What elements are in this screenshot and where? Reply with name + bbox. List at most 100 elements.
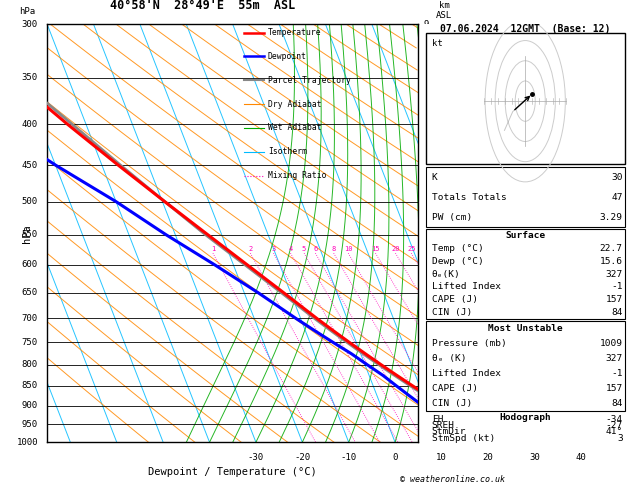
Text: 400: 400 [22, 120, 38, 129]
Text: K: K [431, 173, 438, 182]
Text: 30: 30 [529, 453, 540, 462]
Text: CAPE (J): CAPE (J) [431, 295, 478, 304]
Text: hPa: hPa [19, 7, 35, 16]
Text: 15: 15 [371, 246, 380, 252]
Text: 22.7: 22.7 [600, 244, 623, 253]
Text: 850: 850 [22, 382, 38, 390]
Text: 750: 750 [22, 338, 38, 347]
Text: -1: -1 [611, 369, 623, 378]
Bar [426, 33, 625, 164]
Text: 10: 10 [344, 246, 352, 252]
Text: 2: 2 [424, 338, 429, 347]
Text: Dewpoint: Dewpoint [268, 52, 307, 61]
Text: 600: 600 [22, 260, 38, 269]
Text: 20: 20 [482, 453, 493, 462]
Text: -20: -20 [294, 453, 310, 462]
Text: 15.6: 15.6 [600, 257, 623, 266]
Text: 6: 6 [313, 246, 318, 252]
Text: 327: 327 [606, 354, 623, 363]
Text: hPa: hPa [22, 224, 31, 243]
Text: Pressure (mb): Pressure (mb) [431, 339, 506, 348]
Text: 84: 84 [611, 308, 623, 317]
Text: 07.06.2024  12GMT  (Base: 12): 07.06.2024 12GMT (Base: 12) [440, 24, 610, 35]
Text: km
ASL: km ASL [436, 0, 452, 20]
Text: kt: kt [431, 39, 443, 48]
Text: 47: 47 [611, 192, 623, 202]
Text: 2: 2 [248, 246, 252, 252]
Text: -1: -1 [611, 282, 623, 292]
Text: 41°: 41° [606, 427, 623, 436]
Text: 4: 4 [289, 246, 292, 252]
Text: Lifted Index: Lifted Index [431, 369, 501, 378]
Text: -10: -10 [341, 453, 357, 462]
Text: θₑ (K): θₑ (K) [431, 354, 466, 363]
Text: Hodograph: Hodograph [499, 413, 551, 422]
Text: 500: 500 [22, 197, 38, 206]
Text: Mixing Ratio (g/kg): Mixing Ratio (g/kg) [440, 182, 448, 284]
Text: Totals Totals: Totals Totals [431, 192, 506, 202]
Text: 5: 5 [302, 246, 306, 252]
Text: 450: 450 [22, 160, 38, 170]
Text: CIN (J): CIN (J) [431, 399, 472, 408]
Text: Wet Adiabat: Wet Adiabat [268, 123, 321, 133]
Text: 1: 1 [424, 382, 429, 390]
Text: 157: 157 [606, 295, 623, 304]
Text: 157: 157 [606, 384, 623, 393]
Text: θₑ(K): θₑ(K) [431, 270, 460, 278]
Text: 350: 350 [22, 73, 38, 82]
Text: 40°58'N  28°49'E  55m  ASL: 40°58'N 28°49'E 55m ASL [111, 0, 296, 12]
Text: 4: 4 [424, 260, 429, 269]
Text: 3: 3 [271, 246, 276, 252]
Text: 700: 700 [22, 314, 38, 323]
Text: 1000: 1000 [16, 438, 38, 447]
Text: © weatheronline.co.uk: © weatheronline.co.uk [401, 475, 505, 484]
Text: 327: 327 [606, 270, 623, 278]
Text: 300: 300 [22, 20, 38, 29]
Bar [426, 229, 625, 319]
Text: 0: 0 [392, 453, 398, 462]
Text: 650: 650 [22, 288, 38, 297]
Text: Lifted Index: Lifted Index [431, 282, 501, 292]
Text: -34: -34 [606, 415, 623, 424]
Text: Mixing Ratio: Mixing Ratio [268, 171, 326, 180]
Text: Dewp (°C): Dewp (°C) [431, 257, 484, 266]
Text: 8: 8 [331, 246, 336, 252]
Text: Temp (°C): Temp (°C) [431, 244, 484, 253]
Text: 25: 25 [407, 246, 416, 252]
Text: 550: 550 [22, 230, 38, 239]
Text: StmSpd (kt): StmSpd (kt) [431, 434, 495, 443]
Text: 7: 7 [424, 120, 429, 129]
Text: -27: -27 [606, 421, 623, 430]
Text: 3: 3 [424, 314, 429, 323]
Text: Dewpoint / Temperature (°C): Dewpoint / Temperature (°C) [148, 468, 317, 477]
Text: 800: 800 [22, 360, 38, 369]
Text: Parcel Trajectory: Parcel Trajectory [268, 76, 351, 85]
Text: CAPE (J): CAPE (J) [431, 384, 478, 393]
Text: SREH: SREH [431, 421, 455, 430]
Text: Isotherm: Isotherm [268, 147, 307, 156]
Text: 10: 10 [436, 453, 447, 462]
Text: PW (cm): PW (cm) [431, 212, 472, 222]
Text: 9: 9 [424, 20, 429, 29]
Text: Temperature: Temperature [268, 28, 321, 37]
Text: 3: 3 [617, 434, 623, 443]
Text: CIN (J): CIN (J) [431, 308, 472, 317]
Bar [426, 167, 625, 227]
Text: 1009: 1009 [600, 339, 623, 348]
Text: 40: 40 [576, 453, 586, 462]
Text: EH: EH [431, 415, 443, 424]
Text: 84: 84 [611, 399, 623, 408]
Text: Dry Adiabat: Dry Adiabat [268, 100, 321, 109]
Text: 6: 6 [424, 160, 429, 170]
Text: StmDir: StmDir [431, 427, 466, 436]
Text: Most Unstable: Most Unstable [488, 324, 562, 333]
Text: =1LCL: =1LCL [424, 417, 447, 425]
Text: 20: 20 [391, 246, 399, 252]
Bar [426, 321, 625, 411]
Text: 8: 8 [424, 73, 429, 82]
Text: Surface: Surface [505, 231, 545, 240]
Text: 900: 900 [22, 401, 38, 410]
Text: 950: 950 [22, 420, 38, 429]
Text: 1: 1 [211, 246, 215, 252]
Text: 3.29: 3.29 [600, 212, 623, 222]
